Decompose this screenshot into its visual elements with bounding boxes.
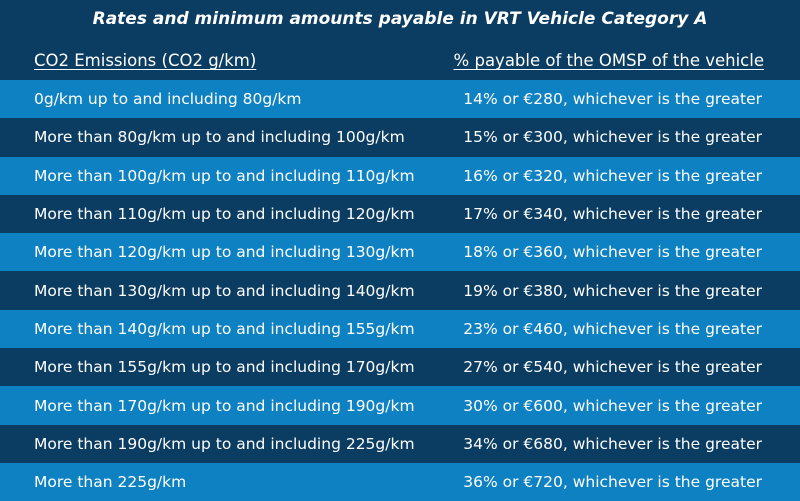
table-row: More than 80g/km up to and including 100… [0, 118, 800, 157]
table-body: 0g/km up to and including 80g/km 14% or … [0, 80, 800, 501]
table-row: More than 190g/km up to and including 22… [0, 424, 800, 463]
emissions-cell: More than 155g/km up to and including 17… [34, 358, 415, 377]
emissions-cell: More than 130g/km up to and including 14… [34, 281, 415, 300]
payable-cell: 27% or €540, whichever is the greater [463, 358, 762, 377]
table-row: 0g/km up to and including 80g/km 14% or … [0, 80, 800, 119]
payable-cell: 30% or €600, whichever is the greater [463, 396, 762, 415]
emissions-cell: 0g/km up to and including 80g/km [34, 90, 302, 109]
payable-cell: 18% or €360, whichever is the greater [463, 243, 762, 262]
table-header: CO2 Emissions (CO2 g/km) % payable of th… [0, 38, 800, 80]
payable-cell: 14% or €280, whichever is the greater [463, 90, 762, 109]
header-emissions: CO2 Emissions (CO2 g/km) [34, 51, 257, 70]
emissions-cell: More than 100g/km up to and including 11… [34, 166, 415, 185]
emissions-cell: More than 80g/km up to and including 100… [34, 128, 405, 147]
payable-cell: 34% or €680, whichever is the greater [463, 434, 762, 453]
header-payable: % payable of the OMSP of the vehicle [453, 51, 764, 70]
payable-cell: 15% or €300, whichever is the greater [463, 128, 762, 147]
table-row: More than 110g/km up to and including 12… [0, 194, 800, 234]
table-row: More than 120g/km up to and including 13… [0, 233, 800, 272]
table-row: More than 140g/km up to and including 15… [0, 309, 800, 349]
table-row: More than 100g/km up to and including 11… [0, 156, 800, 195]
table-row: More than 155g/km up to and including 17… [0, 348, 800, 387]
payable-cell: 19% or €380, whichever is the greater [463, 281, 762, 300]
table-row: More than 130g/km up to and including 14… [0, 271, 800, 310]
payable-cell: 23% or €460, whichever is the greater [463, 319, 762, 338]
page-title: Rates and minimum amounts payable in VRT… [92, 9, 708, 29]
payable-cell: 16% or €320, whichever is the greater [463, 166, 762, 185]
emissions-cell: More than 110g/km up to and including 12… [34, 205, 415, 224]
emissions-cell: More than 170g/km up to and including 19… [34, 396, 415, 415]
payable-cell: 36% or €720, whichever is the greater [463, 473, 762, 492]
emissions-cell: More than 190g/km up to and including 22… [34, 434, 415, 453]
emissions-cell: More than 225g/km [34, 473, 187, 492]
table-row: More than 170g/km up to and including 19… [0, 386, 800, 425]
emissions-cell: More than 140g/km up to and including 15… [34, 319, 415, 338]
table-row: More than 225g/km 36% or €720, whichever… [0, 462, 800, 501]
payable-cell: 17% or €340, whichever is the greater [463, 205, 762, 224]
emissions-cell: More than 120g/km up to and including 13… [34, 243, 415, 262]
